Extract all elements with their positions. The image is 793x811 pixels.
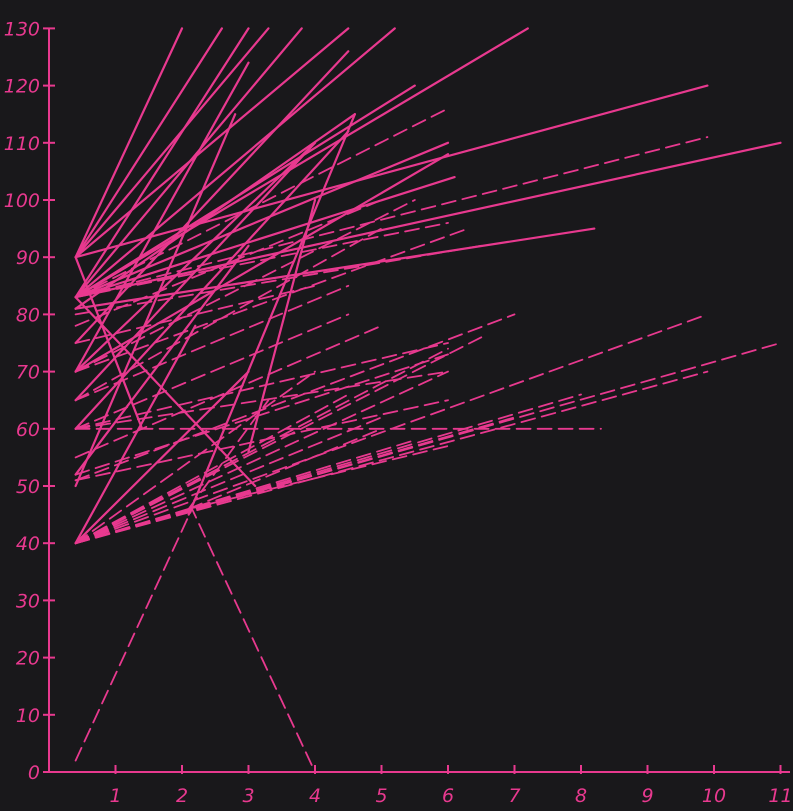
series-line-36 [74,199,416,373]
y-tick-label: 60 [16,419,40,441]
series-line-57 [74,416,383,545]
x-tick-label: 11 [768,785,792,807]
series-line-32 [74,221,449,299]
series-line-38 [74,227,383,402]
series-line-2 [74,27,223,259]
series-line-37 [74,227,469,373]
series-line-13 [74,176,456,299]
series-line-17 [74,227,596,310]
x-tick-label: 10 [702,785,726,807]
series-line-30 [74,107,449,299]
x-tick-label: 3 [242,785,254,807]
x-tick-label: 2 [176,785,188,807]
x-tick-label: 6 [442,785,454,807]
series-line-8 [74,27,303,299]
series-line-51 [74,313,709,545]
series-line-27 [74,370,250,545]
series-line-26 [74,324,197,545]
series-line-47 [74,399,449,482]
y-tick-label: 100 [4,190,40,212]
series-line-21 [74,153,450,373]
series-line-7 [74,27,250,299]
y-tick-label: 130 [4,18,40,40]
series-line-48 [74,370,449,545]
series-line-43 [74,370,449,430]
y-tick-label: 50 [16,476,40,498]
series-line-3 [74,27,270,259]
series-line-46 [74,313,516,482]
series-line-16 [74,113,356,310]
y-tick-label: 120 [4,76,40,98]
series-line-25 [74,113,237,488]
series-layer [74,27,782,773]
series-line-60 [74,506,316,773]
series-line-58 [74,393,350,545]
series-line-11 [74,27,529,299]
series-line-19 [74,61,250,373]
series-line-40 [74,313,350,430]
series-line-61 [187,399,270,510]
series-line-55 [74,416,516,545]
series-line-34 [74,199,383,327]
x-tick-label: 9 [641,785,653,807]
series-line-45 [74,353,449,476]
series-line-59 [74,370,316,545]
x-tick-label: 1 [109,785,121,807]
series-line-62 [187,445,449,510]
x-tick-label: 5 [375,785,387,807]
series-line-29 [247,198,317,453]
ticks-layer: 0 10 20 30 40 50 60 70 80 90 100 110 120 130 1 2 3 4 5 6 7 8 9… [4,18,793,807]
series-line-44 [74,324,383,459]
y-tick-label: 70 [16,362,40,384]
series-line-9 [74,27,396,299]
series-line-63 [187,427,383,510]
series-line-33 [74,244,483,316]
y-tick-label: 10 [16,705,40,727]
series-line-18 [74,50,350,345]
series-line-53 [74,370,709,545]
y-tick-label: 80 [16,304,40,326]
y-tick-label: 90 [16,247,40,269]
series-line-28 [187,113,356,516]
series-line-14 [74,141,782,299]
series-line-4 [74,27,350,259]
series-line-39 [74,284,350,402]
series-line-1 [74,27,184,259]
x-tick-label: 7 [508,785,520,807]
series-line-41 [74,342,449,430]
series-line-20 [74,141,317,373]
y-tick-label: 0 [28,762,40,784]
series-line-24 [74,244,250,476]
x-tick-label: 4 [309,785,321,807]
axes-layer [48,28,790,773]
y-tick-label: 30 [16,590,40,612]
series-line-56 [74,439,416,545]
y-tick-label: 40 [16,533,40,555]
y-tick-label: 110 [4,133,40,155]
series-line-5 [74,84,709,259]
x-tick-label: 8 [575,785,587,807]
series-line-12 [74,141,450,299]
y-tick-label: 20 [16,648,40,670]
series-line-50 [74,336,483,545]
series-line-31 [74,136,709,299]
